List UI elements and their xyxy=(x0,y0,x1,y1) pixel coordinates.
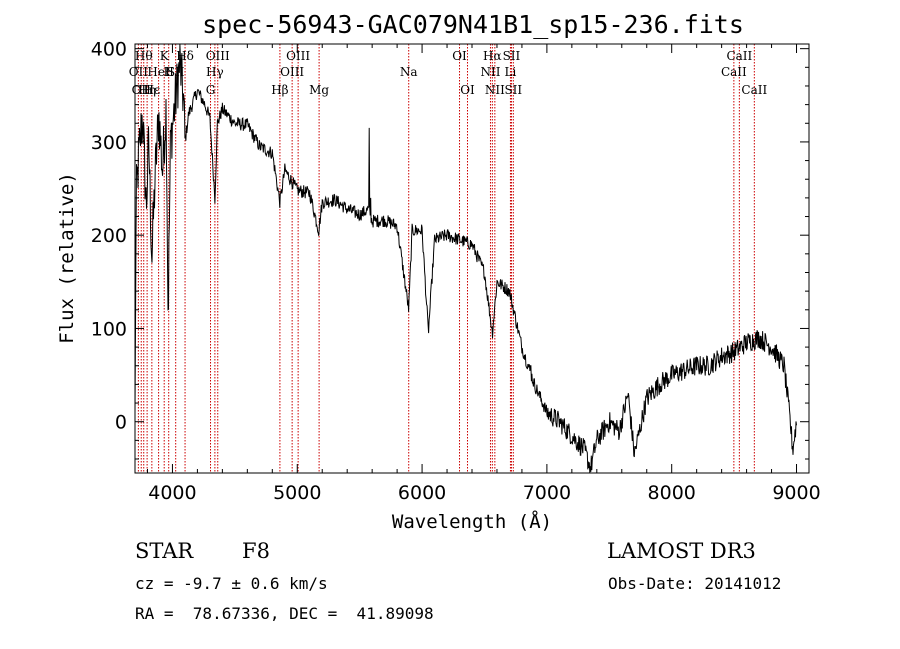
line-marker-label: Li xyxy=(505,65,517,79)
line-marker-label: K xyxy=(160,49,170,63)
line-marker-label: CaII xyxy=(741,83,767,97)
spectrum-series xyxy=(134,44,797,474)
x-tick-label: 9000 xyxy=(772,482,820,504)
line-marker-label: CaII xyxy=(726,49,752,63)
y-axis-label: Flux (relative) xyxy=(56,172,78,344)
chart-title: spec-56943-GAC079N41B1_sp15-236.fits xyxy=(202,10,744,39)
x-tick-label: 7000 xyxy=(523,482,571,504)
line-marker-label: Hη xyxy=(138,83,156,97)
x-tick-label: 6000 xyxy=(398,482,446,504)
x-tick-label: 8000 xyxy=(648,482,696,504)
line-marker-label: G xyxy=(206,83,216,97)
plot-frame xyxy=(134,43,810,474)
x-axis-label: Wavelength (Å) xyxy=(392,510,552,533)
line-marker-label: Hθ xyxy=(135,49,153,63)
line-marker-label: HeI xyxy=(147,65,170,79)
line-marker-label: SII xyxy=(504,83,522,97)
y-tick-label: 400 xyxy=(91,39,127,61)
line-marker-label: Hα xyxy=(483,49,502,63)
line-marker-label: OIII xyxy=(286,49,310,63)
line-marker-label: OIII xyxy=(280,65,304,79)
object-class: STAR xyxy=(135,539,194,563)
line-marker-label: Mg xyxy=(309,83,329,97)
line-marker-label: SII xyxy=(503,49,521,63)
line-marker-label: H xyxy=(163,65,173,79)
spectral-subclass: F8 xyxy=(242,539,270,563)
x-tick-label: 5000 xyxy=(273,482,321,504)
y-tick-label: 300 xyxy=(91,132,127,154)
x-tick-label: 4000 xyxy=(148,482,196,504)
line-marker-label: Hε xyxy=(144,83,161,97)
observation-date: Obs-Date: 20141012 xyxy=(608,574,782,593)
y-tick-label: 100 xyxy=(91,318,127,340)
line-marker-label: NII xyxy=(485,83,505,97)
line-marker-label: Hδ xyxy=(176,49,194,63)
y-tick-label: 200 xyxy=(91,225,127,247)
line-marker-label: OIII xyxy=(206,49,230,63)
line-marker-label: Hγ xyxy=(206,65,224,79)
y-tick-label: 0 xyxy=(115,412,127,434)
line-marker-label: OI xyxy=(460,83,475,97)
line-marker-label: Na xyxy=(400,65,418,79)
line-marker-label: Hβ xyxy=(271,83,288,97)
line-marker-label: OII xyxy=(132,83,152,97)
x-axis-ticks: 4000 5000 6000 7000 8000 9000 xyxy=(146,44,821,504)
emission-line-markers xyxy=(137,44,755,473)
line-marker-label: CaII xyxy=(721,65,747,79)
redshift-text: cz = -9.7 ± 0.6 km/s xyxy=(135,574,328,593)
line-marker-label: OI xyxy=(452,49,467,63)
line-marker-label: OII xyxy=(129,65,149,79)
spectrum-line xyxy=(134,44,797,474)
coordinates-text: RA = 78.67336, DEC = 41.89098 xyxy=(135,604,434,623)
line-marker-label: NII xyxy=(480,65,500,79)
y-axis-ticks: 0 100 200 300 400 xyxy=(91,39,809,460)
survey-name: LAMOST DR3 xyxy=(607,539,756,563)
